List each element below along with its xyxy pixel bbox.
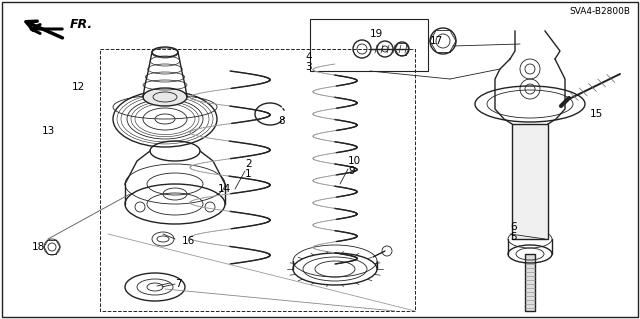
Text: 17: 17 [430,36,444,46]
Text: 14: 14 [218,184,231,194]
Text: 18: 18 [32,242,45,252]
Text: FR.: FR. [70,18,93,31]
Text: 2: 2 [245,159,252,169]
Text: 5: 5 [510,232,516,242]
Text: 15: 15 [590,109,604,119]
Text: 10: 10 [348,156,361,166]
Ellipse shape [143,88,187,106]
Bar [100,49,415,311]
Text: 1: 1 [245,169,252,179]
Text: 6: 6 [510,222,516,232]
Bar [525,254,535,311]
Text: 7: 7 [175,279,182,289]
Text: 16: 16 [182,236,195,246]
Text: 9: 9 [348,166,355,176]
Text: 3: 3 [305,62,312,72]
Text: 8: 8 [278,116,285,126]
Text: 13: 13 [42,126,55,136]
Text: 4: 4 [305,52,312,62]
Text: 12: 12 [72,82,85,92]
Bar [512,124,548,239]
Text: 19: 19 [370,29,383,39]
Text: SVA4-B2800B: SVA4-B2800B [569,6,630,16]
Bar [310,19,428,71]
